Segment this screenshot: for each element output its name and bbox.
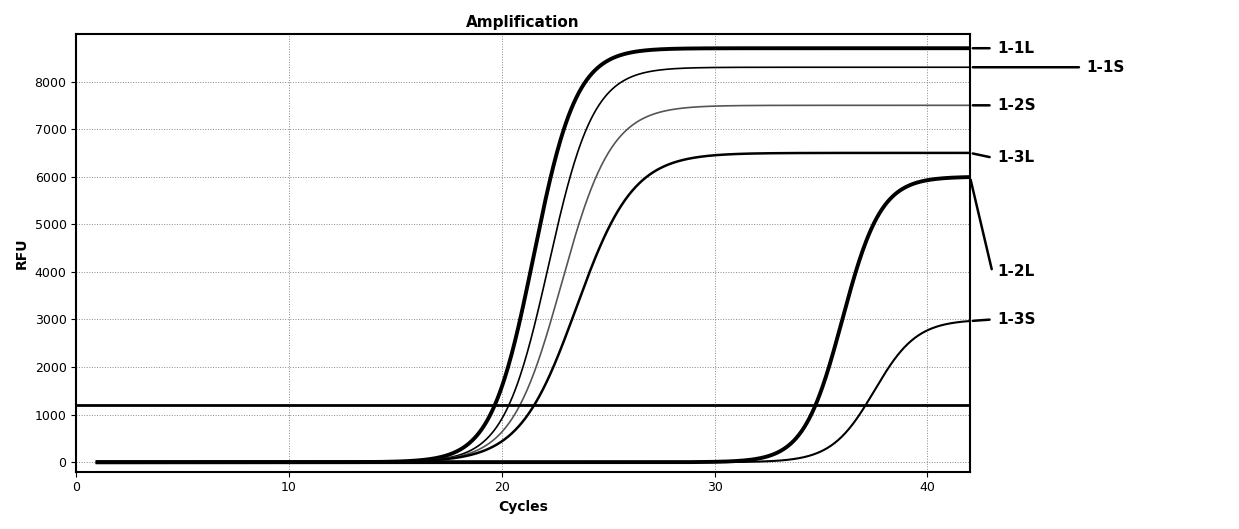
Text: 1-2S: 1-2S — [997, 98, 1036, 113]
Title: Amplification: Amplification — [466, 15, 580, 30]
Text: 1-2L: 1-2L — [997, 264, 1035, 279]
Text: 1-1S: 1-1S — [1087, 60, 1125, 75]
Text: 1-1L: 1-1L — [997, 41, 1033, 56]
Text: 1-3L: 1-3L — [997, 150, 1033, 165]
Y-axis label: RFU: RFU — [15, 237, 28, 269]
Text: 1-3S: 1-3S — [997, 312, 1036, 327]
X-axis label: Cycles: Cycles — [498, 500, 548, 514]
